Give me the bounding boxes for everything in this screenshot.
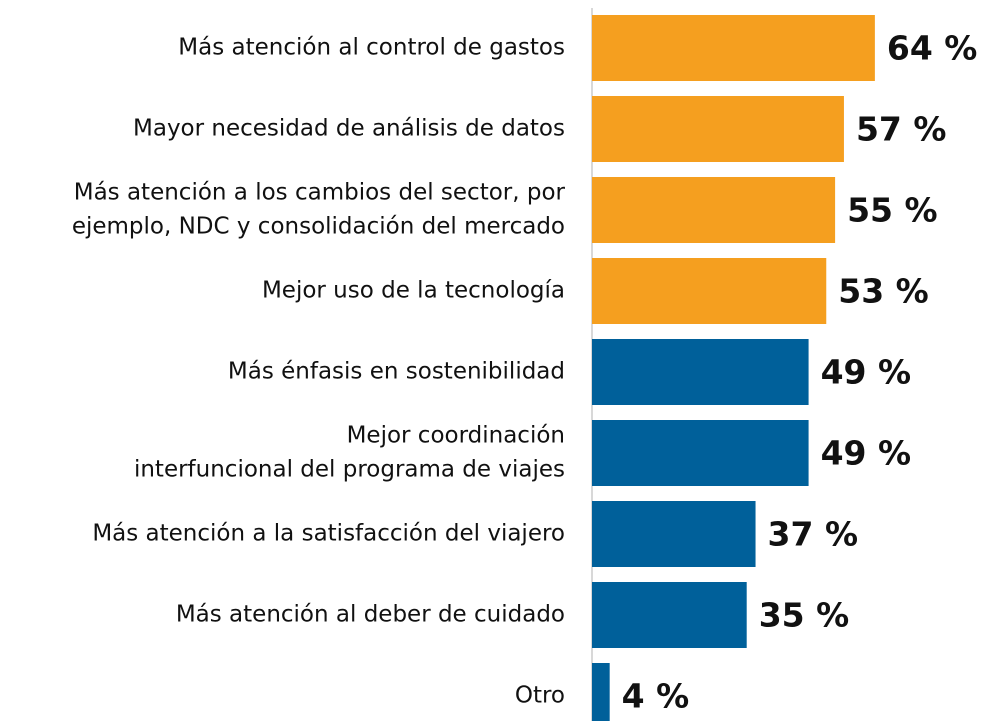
value-label: 64 %: [887, 29, 977, 68]
category-label: Más énfasis en sostenibilidad: [228, 359, 565, 385]
bar: [592, 582, 747, 648]
category-label: Mayor necesidad de análisis de datos: [133, 116, 565, 142]
value-label: 53 %: [838, 272, 928, 311]
category-label: Más atención al control de gastos: [178, 35, 565, 61]
category-label: ejemplo, NDC y consolidación del mercado: [72, 214, 565, 240]
value-label: 35 %: [759, 596, 849, 635]
bar: [592, 663, 610, 721]
bar: [592, 420, 809, 486]
value-label: 4 %: [622, 677, 690, 716]
value-label: 49 %: [821, 353, 911, 392]
category-label: interfuncional del programa de viajes: [134, 457, 565, 483]
bar: [592, 96, 844, 162]
value-label: 57 %: [856, 110, 946, 149]
value-label: 55 %: [847, 191, 937, 230]
bar: [592, 339, 809, 405]
bar: [592, 258, 827, 324]
category-label: Otro: [515, 683, 565, 709]
bar: [592, 177, 836, 243]
value-label: 49 %: [821, 434, 911, 473]
category-label: Más atención a los cambios del sector, p…: [74, 180, 566, 206]
category-label: Mejor coordinación: [347, 423, 565, 449]
value-label: 37 %: [768, 515, 858, 554]
category-label: Más atención a la satisfacción del viaje…: [92, 521, 565, 547]
bar: [592, 501, 756, 567]
category-label: Mejor uso de la tecnología: [262, 278, 565, 304]
category-label: Más atención al deber de cuidado: [176, 602, 565, 628]
bar: [592, 15, 875, 81]
